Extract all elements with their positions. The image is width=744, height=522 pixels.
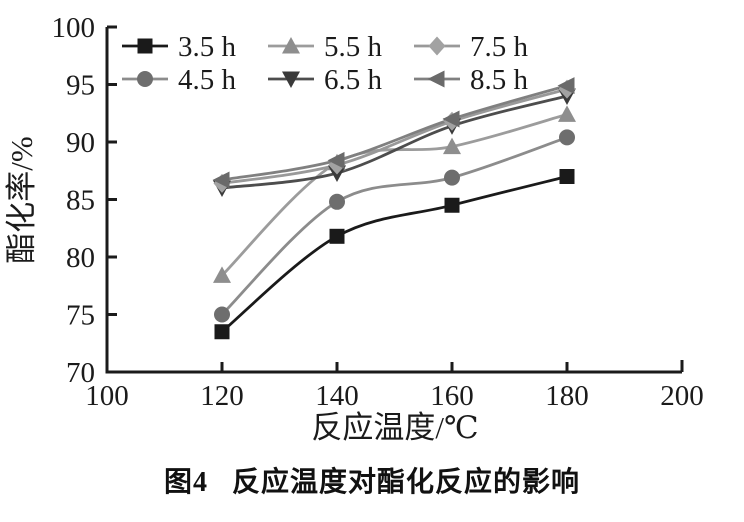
plot-area [212,77,576,340]
x-tick-label-180: 180 [545,380,589,412]
series-line-6.5h [221,94,568,190]
figure-number: 图4 [163,467,208,498]
x-axis-title: 反应温度/℃ [311,410,478,445]
y-tick-label-70: 70 [66,357,95,389]
x-tick-label-200: 200 [660,380,704,412]
y-tick-label-95: 95 [66,70,95,102]
series-line-4.5h [221,136,568,316]
data-point-4.5h-160 [444,169,460,186]
axes: 70 75 80 85 90 95 100 100 120 140 160 180 200 [52,12,704,412]
legend-marker-7.5h [428,36,446,56]
x-tick-label-100: 100 [85,380,129,412]
series-line-7.5h [221,87,568,185]
data-point-8.5h-180 [557,77,575,95]
legend-marker-5.5h [282,37,300,54]
data-point-5.5h-180 [558,105,576,122]
legend-label-5.5h: 5.5 h [324,31,383,63]
series-line-3.5h [221,175,568,333]
y-tick-label-85: 85 [66,185,95,217]
data-point-4.5h-140 [329,193,345,210]
line-chart: 酯化率/% 反应温度/℃ 70 75 80 85 90 95 100 100 120 140 160… [4,12,704,445]
legend-marker-3.5h [137,38,153,54]
x-tick-label-140: 140 [315,380,359,412]
legend-marker-6.5h [282,71,300,88]
y-axis-title: 酯化率/% [4,136,39,263]
figure-title: 反应温度对酯化反应的影响 [232,467,581,498]
data-point-5.5h-160 [443,137,461,155]
series-line-8.5h [221,84,568,182]
legend-label-4.5h: 4.5 h [178,64,237,96]
y-tick-label-75: 75 [66,300,95,332]
data-point-3.5h-160 [444,197,460,213]
legend-marker-4.5h [137,71,153,87]
legend-label-7.5h: 7.5 h [470,31,529,63]
data-point-3.5h-120 [214,324,230,340]
figure-caption: 图4 反应温度对酯化反应的影响 [0,460,744,500]
data-point-5.5h-120 [213,266,231,283]
data-point-8.5h-120 [212,171,230,189]
data-point-3.5h-140 [329,228,345,244]
legend-label-6.5h: 6.5 h [324,64,383,96]
legend: 3.5 h 5.5 h 7.5 h 4.5 h 6.5 h 8.5 h [122,31,529,96]
data-point-8.5h-140 [327,151,345,169]
legend-label-3.5h: 3.5 h [178,31,237,63]
data-point-4.5h-120 [214,306,230,323]
y-tick-label-100: 100 [52,12,96,44]
x-tick-label-160: 160 [430,380,474,412]
data-point-4.5h-180 [559,129,575,146]
y-tick-label-90: 90 [66,127,95,159]
legend-marker-8.5h [427,70,445,88]
y-tick-label-80: 80 [66,242,95,274]
series-line-5.5h [221,113,568,277]
data-point-3.5h-180 [559,169,575,184]
legend-label-8.5h: 8.5 h [470,64,529,96]
data-point-8.5h-160 [442,110,460,128]
x-tick-label-120: 120 [200,380,244,412]
